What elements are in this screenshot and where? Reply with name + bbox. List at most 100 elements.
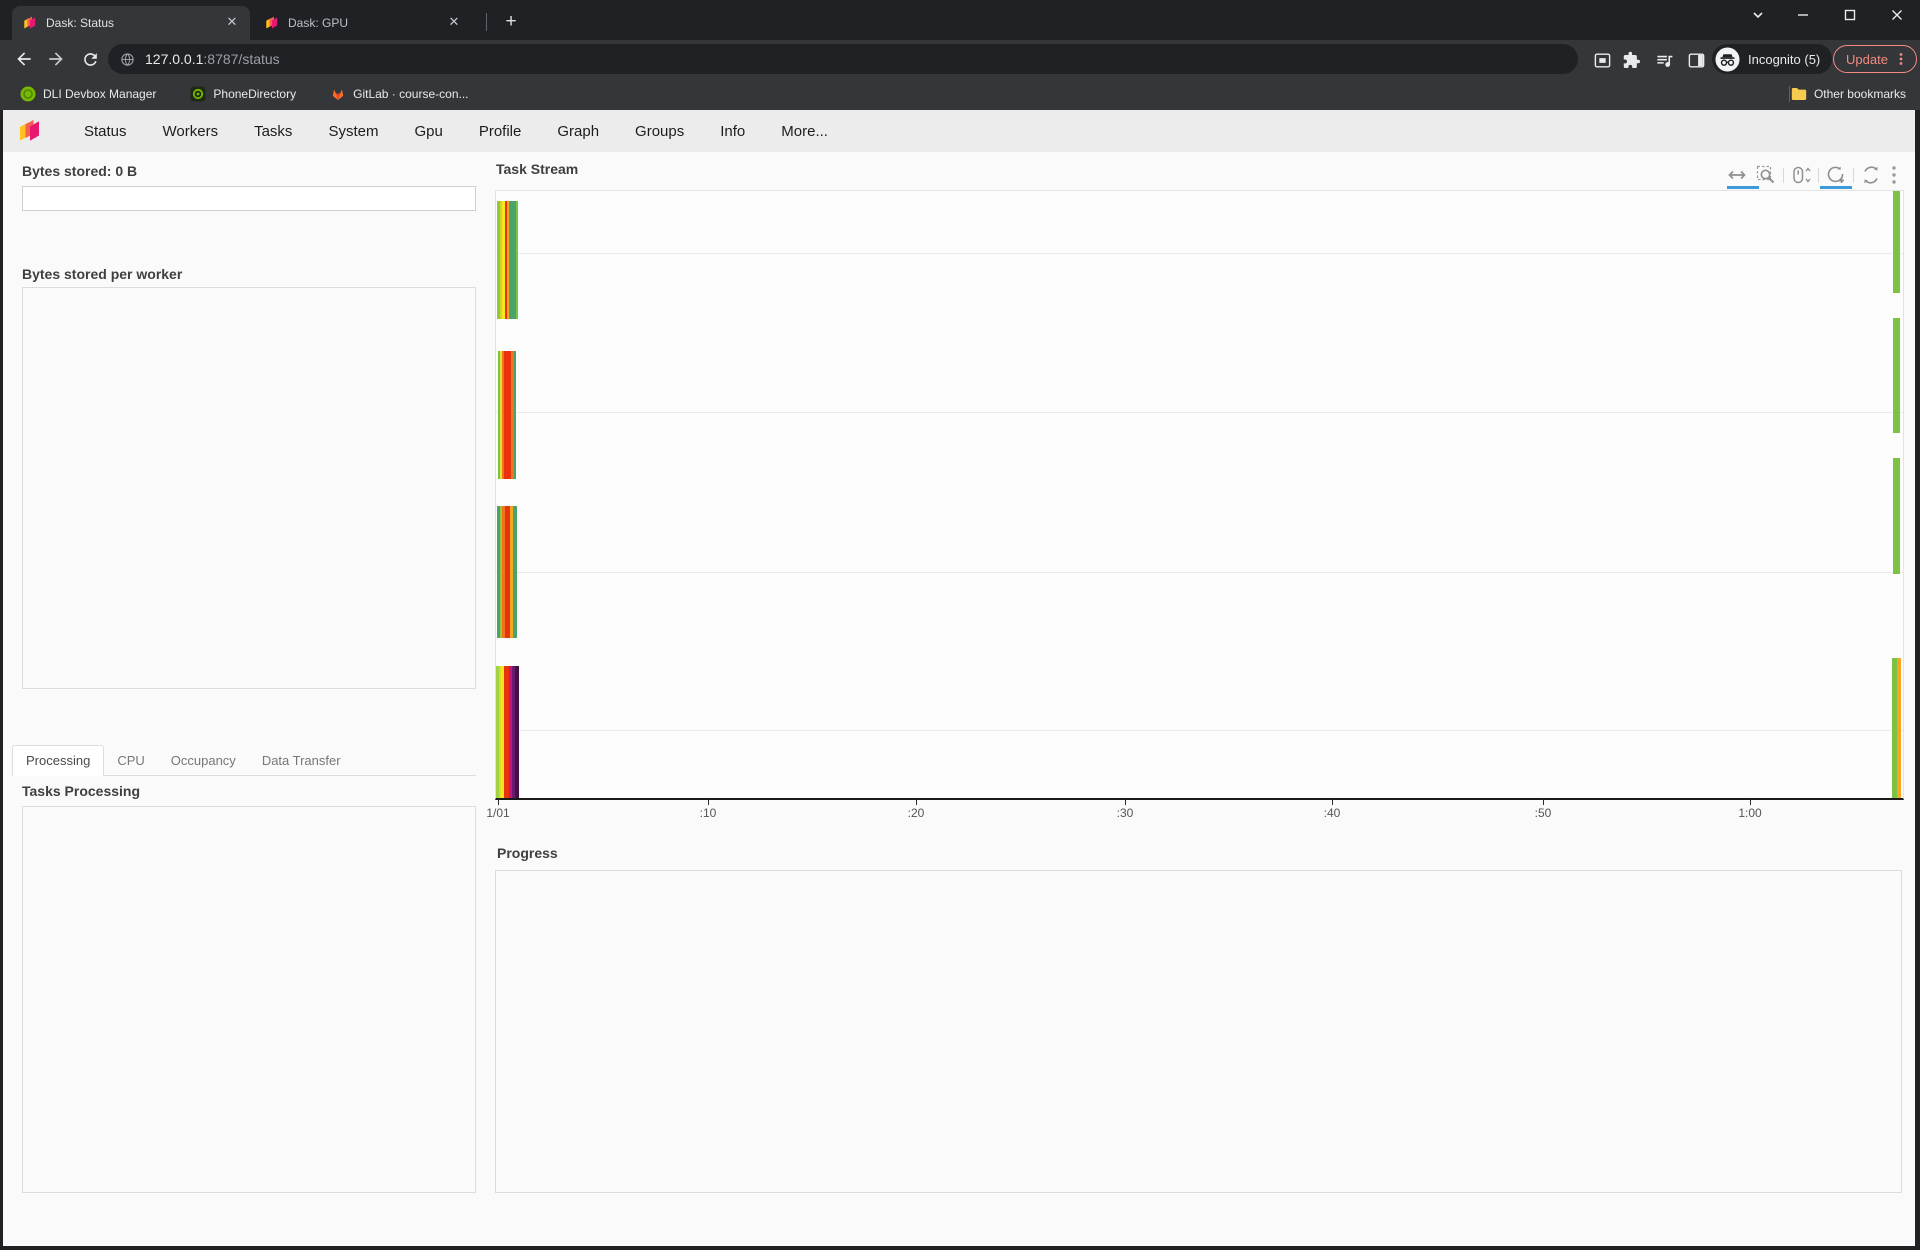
progress-plot <box>495 870 1902 1193</box>
browser-tab-dask-gpu[interactable]: Dask: GPU ✕ <box>254 6 472 40</box>
nav-item-system[interactable]: System <box>328 122 379 140</box>
plot-gridline <box>496 253 1903 254</box>
task-stream-bar-group <box>1892 658 1901 798</box>
forward-button[interactable] <box>42 45 70 73</box>
x-tick-mark <box>1125 799 1126 805</box>
left-tabbar: Processing CPU Occupancy Data Transfer <box>12 745 476 776</box>
bookmark-phonedirectory[interactable]: PhoneDirectory <box>182 82 304 106</box>
window-edge-right <box>1915 110 1920 1250</box>
bookmark-label: GitLab · course-con... <box>353 87 469 101</box>
side-panel-icon[interactable] <box>1683 47 1709 73</box>
back-button[interactable] <box>10 45 38 73</box>
tab-data-transfer[interactable]: Data Transfer <box>261 753 341 768</box>
plot-gridline <box>496 572 1903 573</box>
picture-in-picture-icon[interactable] <box>1589 47 1615 73</box>
task-stream-bar-group <box>496 666 519 798</box>
x-tick-label: :10 <box>699 806 717 820</box>
tab-close-icon[interactable]: ✕ <box>226 14 238 29</box>
nav-item-groups[interactable]: Groups <box>635 122 685 140</box>
active-tool-underline <box>1727 186 1759 189</box>
gitlab-fox-icon <box>332 89 344 100</box>
x-tick-label: :30 <box>1116 806 1134 820</box>
task-stream-title: Task Stream <box>496 161 579 177</box>
nav-item-workers[interactable]: Workers <box>162 122 219 140</box>
x-tick-mark <box>498 799 499 805</box>
pan-tool-icon[interactable] <box>1725 163 1749 187</box>
box-zoom-tool-icon[interactable] <box>1754 163 1778 187</box>
tab-close-icon[interactable]: ✕ <box>448 14 460 29</box>
x-tick-mark <box>1543 799 1544 805</box>
toolbar-separator <box>1853 167 1854 183</box>
toolbar-separator <box>1818 167 1819 183</box>
maximize-button[interactable] <box>1828 0 1872 30</box>
new-tab-button[interactable]: + <box>505 11 517 32</box>
browser-toolbar: 127.0.0.1:8787/status Incognito (5) Upda… <box>0 40 1920 78</box>
x-tick-mark <box>1332 799 1333 805</box>
task-stream-bar-group <box>1893 318 1900 433</box>
tab-separator <box>486 13 487 31</box>
chevron-down-icon[interactable] <box>1736 0 1780 30</box>
folder-icon <box>1791 88 1807 100</box>
extensions-puzzle-icon[interactable] <box>1618 47 1644 73</box>
task-stream-bar-group <box>1893 458 1900 574</box>
url-text[interactable]: 127.0.0.1:8787/status <box>145 51 280 67</box>
progress-title: Progress <box>497 845 558 861</box>
reset-tool-icon[interactable] <box>1859 163 1883 187</box>
nav-item-info[interactable]: Info <box>720 122 746 140</box>
tasks-processing-plot <box>22 806 476 1193</box>
bytes-stored-title: Bytes stored: 0 B <box>22 163 138 179</box>
x-tick-label: :40 <box>1323 806 1341 820</box>
task-stream-bar-group <box>497 506 517 638</box>
bookmarks-bar: DLI Devbox Manager PhoneDirectory GitLab… <box>0 78 1920 110</box>
bokeh-menu-dots-icon[interactable] <box>1888 163 1900 187</box>
address-bar[interactable]: 127.0.0.1:8787/status <box>108 44 1578 74</box>
bookmark-gitlab-course[interactable]: GitLab · course-con... <box>322 82 476 106</box>
url-host: 127.0.0.1 <box>145 51 204 67</box>
x-tick-label: 1/01 <box>486 806 510 820</box>
update-label: Update <box>1846 51 1888 67</box>
task-stream-bar-group <box>497 201 518 319</box>
wheel-zoom-tool-icon[interactable] <box>1789 163 1813 187</box>
zoom-refresh-tool-icon[interactable] <box>1824 163 1848 187</box>
bokeh-toolbar <box>1725 162 1900 188</box>
bytes-stored-bar <box>22 186 476 211</box>
kebab-menu-icon[interactable] <box>1894 52 1908 66</box>
nav-item-gpu[interactable]: Gpu <box>414 122 443 140</box>
plot-gridline <box>496 412 1903 413</box>
bookmark-label: PhoneDirectory <box>213 87 297 101</box>
site-info-globe-icon[interactable] <box>120 52 135 67</box>
nav-item-graph[interactable]: Graph <box>557 122 600 140</box>
other-bookmarks-button[interactable]: Other bookmarks <box>1791 82 1906 106</box>
url-path: :8787/status <box>203 51 280 67</box>
active-tool-underline <box>1820 186 1852 189</box>
tab-processing[interactable]: Processing <box>12 745 105 776</box>
update-button[interactable]: Update <box>1833 45 1917 73</box>
profile-incognito-chip[interactable]: Incognito (5) <box>1712 44 1833 74</box>
nav-item-more[interactable]: More... <box>781 122 828 140</box>
bookmarks-separator <box>1789 86 1790 102</box>
minimize-button[interactable] <box>1781 0 1825 30</box>
task-stream-plot[interactable] <box>495 190 1904 800</box>
media-playlist-icon[interactable] <box>1651 47 1677 73</box>
nav-item-status[interactable]: Status <box>84 122 127 140</box>
task-stream-bar-group <box>498 351 516 479</box>
reload-button[interactable] <box>76 45 104 73</box>
x-tick-mark <box>916 799 917 805</box>
x-tick-mark <box>708 799 709 805</box>
bookmark-dli-devbox-manager[interactable]: DLI Devbox Manager <box>12 82 164 106</box>
tab-cpu[interactable]: CPU <box>117 753 145 768</box>
x-tick-mark <box>1750 799 1751 805</box>
dask-favicon <box>24 16 36 29</box>
bytes-per-worker-plot <box>22 287 476 689</box>
nav-item-tasks[interactable]: Tasks <box>254 122 293 140</box>
tab-title: Dask: Status <box>46 16 115 30</box>
nav-item-profile[interactable]: Profile <box>478 122 522 140</box>
browser-tab-dask-status[interactable]: Dask: Status ✕ <box>12 6 250 40</box>
browser-titlebar: Dask: Status ✕ Dask: GPU ✕ + <box>0 0 1920 40</box>
tab-occupancy[interactable]: Occupancy <box>170 753 236 768</box>
x-tick-label: :20 <box>907 806 925 820</box>
plot-gridline <box>496 730 1903 731</box>
nvidia-eye-icon <box>190 86 206 102</box>
incognito-label: Incognito (5) <box>1748 51 1821 67</box>
close-button[interactable] <box>1875 0 1919 30</box>
